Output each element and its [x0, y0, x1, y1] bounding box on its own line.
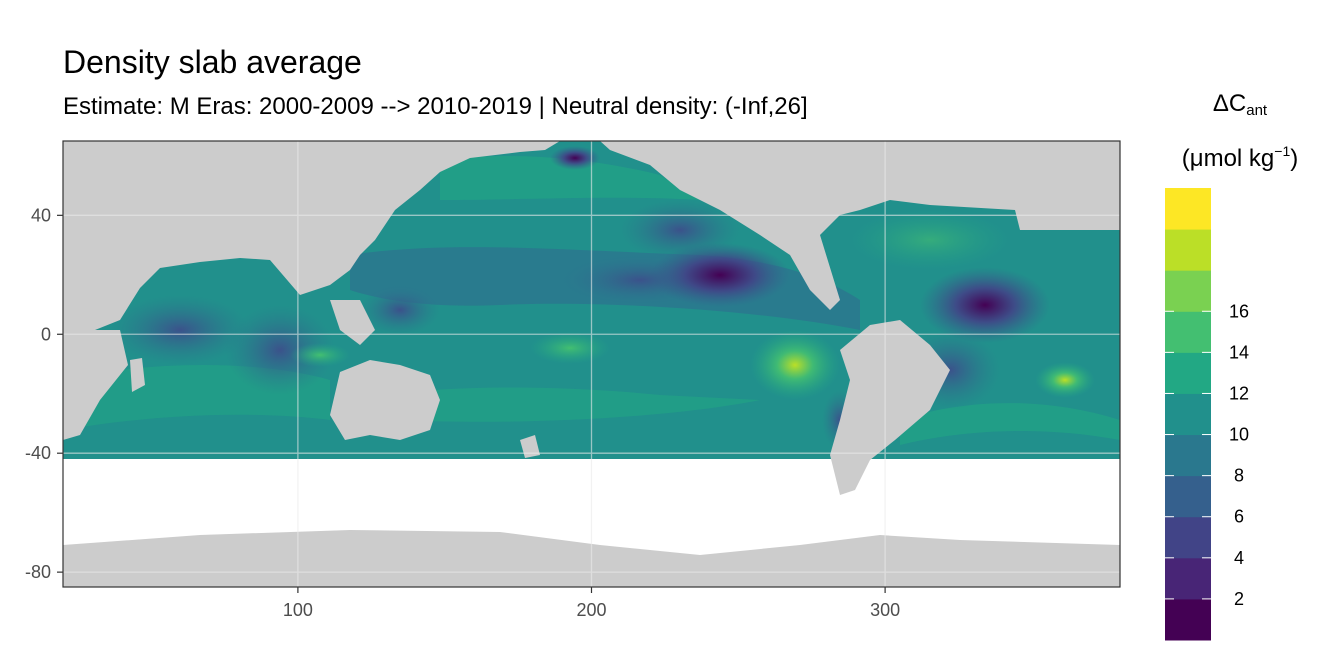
land-madagascar — [130, 358, 145, 392]
legend-tick-label: 12 — [1229, 383, 1249, 403]
legend-color-bin — [1165, 352, 1211, 394]
legend-title: ΔCant (μmol kg−1) — [1150, 84, 1330, 179]
ocean-patch — [110, 295, 250, 365]
legend-color-bin — [1165, 270, 1211, 312]
legend-color-bin — [1165, 598, 1211, 641]
ocean-band — [380, 387, 760, 422]
legend-color-bin — [1165, 311, 1211, 353]
ocean-band — [440, 155, 700, 200]
legend-tick-label: 6 — [1234, 507, 1244, 527]
legend-color-bin — [1165, 434, 1211, 477]
ocean-high-east-pacific — [750, 330, 840, 400]
legend-tick-label: 16 — [1229, 301, 1249, 321]
land-africa — [63, 330, 128, 440]
chart-subtitle: Estimate: M Eras: 2000-2009 --> 2010-201… — [63, 93, 808, 120]
y-axis: 40 0 -40 -80 — [25, 205, 63, 582]
ocean-high-central-pacific — [530, 332, 610, 364]
legend-color-bin — [1165, 475, 1211, 518]
legend-unit-exponent: −1 — [1274, 143, 1291, 159]
legend-tick-label: 4 — [1234, 548, 1244, 568]
legend-tick-label: 2 — [1234, 589, 1244, 609]
legend-tick-label: 14 — [1229, 342, 1249, 362]
x-tick-label: 300 — [870, 600, 900, 620]
ocean-low-north-pacific — [650, 243, 790, 307]
land-australia — [330, 360, 440, 440]
y-tick-label: 0 — [41, 324, 51, 344]
legend-color-bin — [1165, 188, 1211, 230]
land-new-zealand — [520, 435, 540, 458]
legend-title-subscript: ant — [1246, 102, 1268, 119]
ocean-patch — [360, 285, 440, 335]
x-tick-label: 200 — [576, 600, 606, 620]
ocean-high-north-atlantic — [850, 210, 1010, 270]
legend-tick-label: 8 — [1234, 466, 1244, 486]
map-panel — [63, 141, 1120, 587]
ocean-band — [900, 403, 1120, 445]
land-north-america-europe — [600, 141, 1120, 310]
ocean-low-gulf-alaska — [550, 146, 600, 170]
x-axis: 100 200 300 — [283, 587, 900, 620]
grid-lines-over-land — [63, 141, 1120, 587]
y-tick-label: -40 — [25, 443, 51, 463]
land-eurasia — [63, 141, 560, 330]
ocean-high-timor — [290, 343, 350, 367]
land-south-america — [830, 320, 950, 495]
y-tick-label: 40 — [31, 205, 51, 225]
legend-tick-label: 10 — [1229, 425, 1249, 445]
legend-colorbar: 2 4 6 8 10 12 14 16 — [1165, 188, 1249, 641]
ocean-patch — [225, 305, 335, 395]
legend-title-main: ΔC — [1212, 90, 1247, 117]
legend-unit-prefix: (μmol kg — [1181, 145, 1275, 172]
ocean-high-south-atlantic — [1035, 362, 1095, 398]
legend-title-variable: ΔCant — [1150, 84, 1330, 131]
legend-color-bin — [1165, 393, 1211, 436]
legend-color-bin — [1165, 229, 1211, 271]
legend-color-bin — [1165, 557, 1211, 600]
legend-color-bin — [1165, 516, 1211, 559]
y-tick-label: -80 — [25, 562, 51, 582]
legend-title-unit: (μmol kg−1) — [1150, 131, 1330, 179]
x-tick-label: 100 — [283, 600, 313, 620]
legend-unit-suffix: ) — [1290, 145, 1299, 172]
ocean-low-north-atlantic — [920, 267, 1050, 343]
chart-title: Density slab average — [63, 44, 362, 80]
